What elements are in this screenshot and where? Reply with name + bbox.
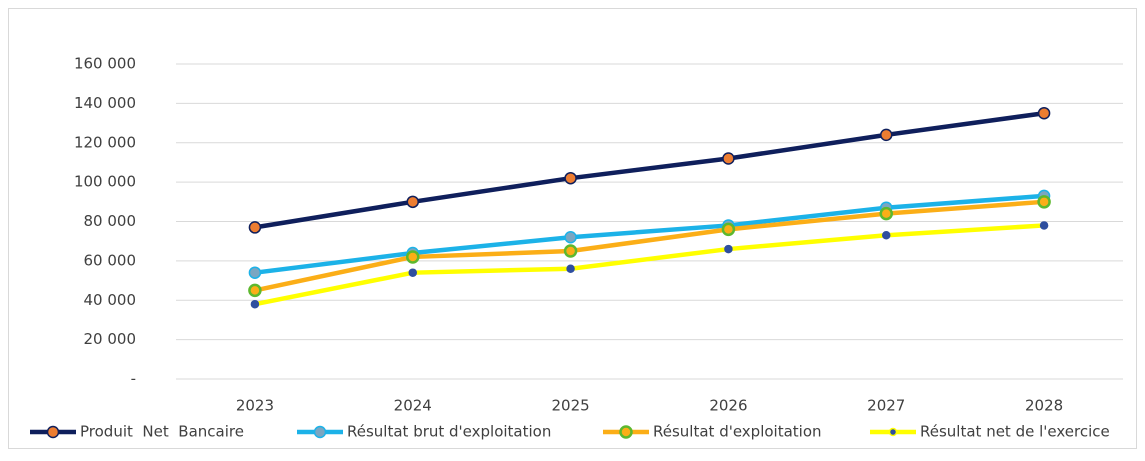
series-marker <box>1037 106 1051 120</box>
y-tick-label: 100 000 <box>74 173 136 191</box>
series-marker <box>248 266 262 279</box>
legend-marker <box>619 425 633 439</box>
series-marker <box>882 231 891 240</box>
series-line <box>254 223 1045 307</box>
legend-label: Résultat net de l'exercice <box>920 423 1110 441</box>
y-tick-label: 160 000 <box>74 55 136 73</box>
y-tick-label: 120 000 <box>74 133 136 151</box>
x-tick-label: 2027 <box>867 397 905 415</box>
x-tick-label: 2023 <box>236 397 274 415</box>
series-marker <box>721 222 736 237</box>
legend-label: Résultat brut d'exploitation <box>347 423 551 441</box>
legend-marker <box>313 425 327 439</box>
series-marker <box>879 206 893 221</box>
y-tick-label: 80 000 <box>84 212 137 230</box>
series-marker <box>566 264 575 273</box>
series-marker <box>563 244 578 258</box>
legend-label: Résultat d'exploitation <box>653 423 822 441</box>
series-marker <box>406 195 419 209</box>
series-marker <box>564 171 577 185</box>
series-marker <box>1037 195 1051 209</box>
y-tick-label: 40 000 <box>84 291 137 309</box>
x-tick-label: 2025 <box>551 397 589 415</box>
series-marker <box>406 250 420 264</box>
series-marker <box>724 244 733 254</box>
x-tick-label: 2028 <box>1025 397 1063 415</box>
series-line <box>254 110 1045 230</box>
series-marker <box>880 128 893 142</box>
y-tick-label: 60 000 <box>84 251 137 269</box>
series-marker <box>250 299 260 309</box>
x-tick-label: 2024 <box>394 397 432 415</box>
chart-border <box>8 8 1137 449</box>
series-marker <box>564 231 577 244</box>
series-line <box>254 199 1045 293</box>
x-tick-label: 2026 <box>709 397 747 415</box>
legend-marker <box>46 425 60 439</box>
series-line <box>254 193 1045 275</box>
series-marker <box>248 221 262 234</box>
series-marker <box>1039 221 1049 230</box>
y-tick-label: 20 000 <box>84 330 137 348</box>
series-marker <box>722 152 735 165</box>
legend-marker <box>888 427 898 437</box>
series-marker <box>248 283 262 298</box>
y-tick-label: - <box>131 370 136 388</box>
series-marker <box>408 268 417 277</box>
legend-label: Produit Net Bancaire <box>80 423 244 441</box>
y-tick-label: 140 000 <box>74 94 136 112</box>
